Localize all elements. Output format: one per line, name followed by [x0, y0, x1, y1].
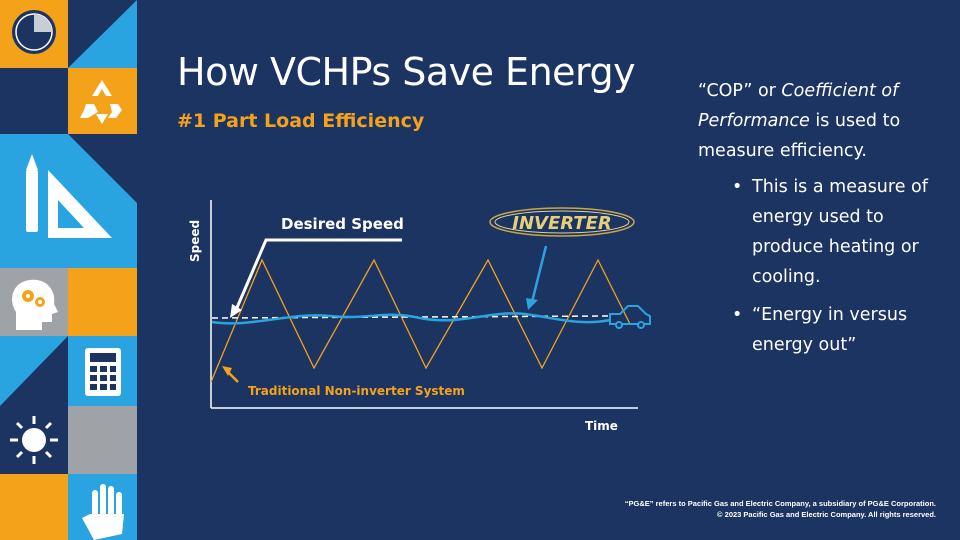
intro-text-2: is used to measure efficiency. [698, 111, 901, 161]
bullet-list: This is a measure of energy used to prod… [698, 172, 948, 360]
traditional-speed-line [210, 258, 631, 383]
footer-line-2: © 2023 Pacific Gas and Electric Company.… [717, 510, 936, 519]
speed-time-diagram: Speed Time Desired Speed INVERTER T [188, 200, 651, 433]
head-gears-icon [12, 279, 59, 330]
body-text: “COP” or Coefficient of Performance is u… [698, 76, 948, 368]
y-axis-label: Speed [188, 220, 202, 262]
footer: “PG&E” refers to Pacific Gas and Electri… [625, 498, 936, 520]
inverter-logo-text: INVERTER [512, 213, 611, 234]
car-icon [609, 305, 651, 329]
hand-icon [82, 484, 124, 540]
inverter-speed-line [211, 312, 611, 325]
desired-speed-pointer [234, 238, 402, 311]
desired-speed-label: Desired Speed [281, 215, 404, 233]
bullet-item: “Energy in versus energy out” [732, 300, 948, 360]
bullet-item: This is a measure of energy used to prod… [732, 172, 948, 292]
x-axis-label: Time [585, 419, 618, 433]
intro-text-1: “COP” or [698, 81, 782, 101]
intro-italic: Coefficient of Performance [698, 81, 899, 131]
slide-title: How VCHPs Save Energy [177, 50, 636, 94]
decorative-sidebar [0, 0, 137, 540]
desired-speed-arrowhead [230, 304, 242, 318]
traditional-arrowhead [222, 366, 232, 376]
pencil-ruler-icon [26, 154, 112, 238]
sun-icon [10, 416, 58, 464]
slide-subtitle: #1 Part Load Efficiency [177, 110, 425, 132]
footer-line-1: “PG&E” refers to Pacific Gas and Electri… [624, 499, 936, 508]
traditional-label: Traditional Non-inverter System [248, 384, 465, 398]
inverter-arrowhead [526, 298, 538, 310]
inverter-logo: INVERTER [489, 207, 635, 237]
calculator-icon [85, 348, 121, 396]
inverter-pointer [530, 245, 548, 303]
cop-intro: “COP” or Coefficient of Performance is u… [698, 76, 948, 166]
recycle-icon [80, 80, 122, 124]
pie-chart-icon [12, 10, 56, 54]
